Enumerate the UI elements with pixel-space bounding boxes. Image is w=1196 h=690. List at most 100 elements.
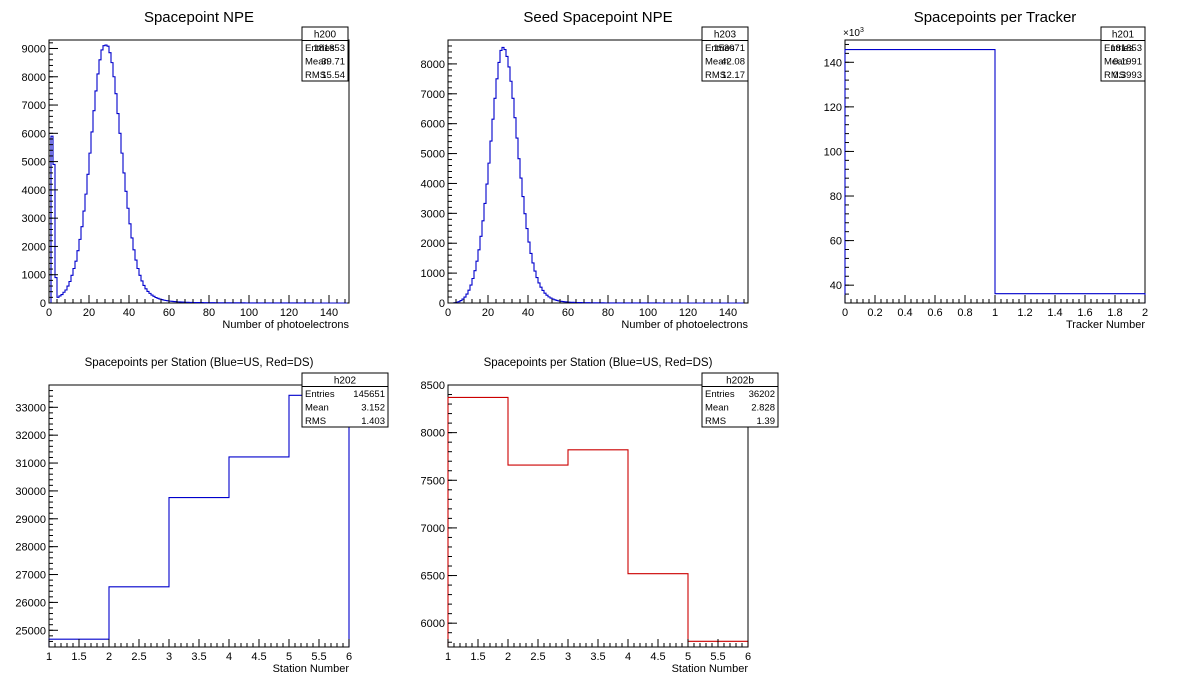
histogram-line [844, 49, 1146, 303]
x-tick-label: 3.5 [191, 651, 206, 663]
stats-value: 2.828 [751, 403, 775, 414]
stats-name: h201 [1112, 30, 1135, 41]
stats-value: 181853 [1110, 43, 1142, 54]
stats-name: h202 [334, 376, 357, 387]
histogram-line [447, 396, 749, 647]
y-tick-label: 100 [824, 146, 842, 158]
stats-name: h203 [714, 30, 737, 41]
y-tick-label: 2000 [421, 238, 445, 250]
y-tick-label: 1000 [421, 268, 445, 280]
stats-value: 12.17 [721, 70, 745, 81]
stats-value: 39.71 [321, 57, 345, 68]
x-axis-label: Number of photoelectrons [621, 319, 748, 331]
x-tick-label: 0.6 [927, 307, 942, 319]
y-tick-label: 5000 [22, 157, 46, 169]
x-tick-label: 6 [346, 651, 352, 663]
y-tick-label: 8000 [421, 428, 445, 440]
y-tick-label: 26000 [15, 597, 46, 609]
y-tick-label: 6000 [22, 128, 46, 140]
stats-label: Entries [705, 43, 735, 54]
x-tick-label: 6 [745, 651, 751, 663]
y-tick-label: 3000 [22, 213, 46, 225]
stats-name: h202b [726, 376, 754, 387]
y-tick-label: 33000 [15, 402, 46, 414]
x-tick-label: 100 [240, 307, 258, 319]
chart-title: Seed Spacepoint NPE [523, 9, 672, 26]
x-tick-label: 80 [203, 307, 215, 319]
chart-title: Spacepoint NPE [144, 9, 254, 26]
y-tick-label: 6000 [421, 618, 445, 630]
stats-value: 15.54 [321, 70, 345, 81]
y-tick-label: 8000 [421, 59, 445, 71]
x-tick-label: 3 [166, 651, 172, 663]
stats-value: 1.403 [361, 416, 385, 427]
x-tick-label: 3.5 [590, 651, 605, 663]
x-tick-label: 1.6 [1077, 307, 1092, 319]
y-tick-label: 3000 [421, 208, 445, 220]
stats-value: 181853 [313, 43, 345, 54]
x-tick-label: 2.5 [530, 651, 545, 663]
x-tick-label: 4 [625, 651, 631, 663]
y-tick-label: 0 [439, 298, 445, 310]
histogram-panel-3: Spacepoints per Tracker 0 0.2 0.4 0.6 0.8 1 1.2… [824, 9, 1148, 331]
stats-label: Mean [305, 57, 329, 68]
stats-label: Entries [305, 389, 335, 400]
stats-name: h200 [314, 30, 337, 41]
x-tick-label: 2 [106, 651, 112, 663]
x-tick-label: 0.8 [957, 307, 972, 319]
stats-value: 153071 [713, 43, 745, 54]
y-tick-label: 2000 [22, 241, 46, 253]
x-tick-label: 0 [842, 307, 848, 319]
stats-label: Entries [1104, 43, 1134, 54]
y-tick-label: 0 [40, 298, 46, 310]
x-tick-label: 0 [445, 307, 451, 319]
stats-value: 3.152 [361, 403, 385, 414]
y-tick-label: 7000 [22, 100, 46, 112]
x-tick-label: 1.4 [1047, 307, 1062, 319]
stats-value: 1.39 [757, 416, 776, 427]
x-tick-label: 5.5 [710, 651, 725, 663]
x-tick-label: 5 [286, 651, 292, 663]
stats-label: Mean [705, 403, 729, 414]
y-tick-label: 40 [830, 280, 842, 292]
stats-value: 0.1991 [1113, 57, 1142, 68]
x-tick-label: 1.5 [470, 651, 485, 663]
x-tick-label: 1 [992, 307, 998, 319]
x-tick-label: 2.5 [131, 651, 146, 663]
y-tick-label: 28000 [15, 542, 46, 554]
x-tick-label: 0.2 [867, 307, 882, 319]
y-tick-label: 80 [830, 191, 842, 203]
stats-label: Mean [705, 57, 729, 68]
y-exponent-label: ×103 [843, 27, 864, 39]
x-tick-label: 120 [280, 307, 298, 319]
y-tick-label: 1000 [22, 270, 46, 282]
y-tick-label: 7500 [421, 475, 445, 487]
x-tick-label: 80 [602, 307, 614, 319]
stats-box: h202 Entries 145651 Mean 3.152 RMS 1.403 [301, 372, 389, 428]
stats-label: RMS [305, 416, 326, 427]
stats-value: 42.08 [721, 57, 745, 68]
x-tick-label: 20 [83, 307, 95, 319]
x-tick-label: 20 [482, 307, 494, 319]
x-tick-label: 4 [226, 651, 232, 663]
histogram-panel-1: Spacepoint NPE 0 20 40 60 80 100 120 140 0 1000 200… [22, 9, 350, 331]
x-tick-label: 1.8 [1107, 307, 1122, 319]
chart-title: Spacepoints per Station (Blue=US, Red=DS… [484, 357, 713, 369]
y-tick-label: 32000 [15, 430, 46, 442]
x-tick-label: 40 [123, 307, 135, 319]
x-axis-label: Station Number [672, 663, 749, 675]
x-tick-label: 0 [46, 307, 52, 319]
histogram-line [48, 394, 350, 647]
stats-box: h202b Entries 36202 Mean 2.828 RMS 1.39 [701, 372, 779, 428]
histogram-panel-2: Seed Spacepoint NPE 0 20 40 60 80 100 120 140 0 10… [421, 9, 749, 331]
y-tick-label: 60 [830, 236, 842, 248]
x-tick-label: 5.5 [311, 651, 326, 663]
y-tick-label: 4000 [22, 185, 46, 197]
x-tick-label: 0.4 [897, 307, 912, 319]
x-tick-label: 140 [320, 307, 338, 319]
stats-label: Entries [305, 43, 335, 54]
histogram-panel-4: Spacepoints per Station (Blue=US, Red=DS… [15, 357, 389, 675]
